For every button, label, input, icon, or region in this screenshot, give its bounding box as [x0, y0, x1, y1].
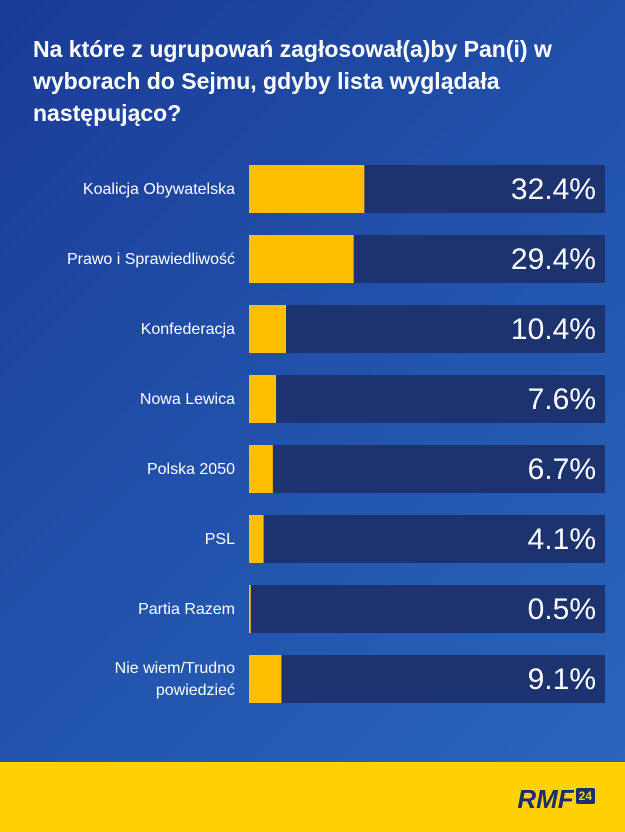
bar-row: Prawo i Sprawiedliwość 29.4%: [67, 235, 605, 283]
category-label: Polska 2050: [147, 461, 235, 478]
bar: [249, 235, 354, 283]
category-label-line: Nie wiem/Trudno: [115, 660, 235, 677]
bar-row: Koalicja Obywatelska 32.4%: [83, 165, 605, 213]
bar-row: Partia Razem 0.5%: [138, 585, 605, 633]
bar-row: Nie wiem/Trudno powiedzieć 9.1%: [115, 655, 605, 703]
bar-track: [249, 305, 605, 353]
bar-chart: Koalicja Obywatelska 32.4% Prawo i Sprawie…: [67, 165, 605, 703]
bar-track: [249, 655, 605, 703]
logo-text: RMF: [517, 784, 574, 814]
bar-track: [249, 515, 605, 563]
value-label: 10.4%: [511, 313, 596, 346]
rmf24-logo: RMF 24: [517, 784, 595, 815]
bar: [249, 375, 277, 423]
bar-row: PSL 4.1%: [205, 515, 605, 563]
category-label-line: Nowa Lewica: [140, 391, 235, 408]
bar: [249, 305, 287, 353]
category-label: Nie wiem/Trudno powiedzieć: [115, 660, 235, 699]
chart-title: Na które z ugrupowań zagłosował(a)by Pan…: [33, 36, 552, 126]
value-label: 32.4%: [511, 173, 596, 206]
category-label: Prawo i Sprawiedliwość: [67, 251, 235, 268]
bar: [249, 165, 365, 213]
bar: [249, 515, 264, 563]
category-label-line: PSL: [205, 531, 235, 548]
category-label-line: Prawo i Sprawiedliwość: [67, 251, 235, 268]
bar-row: Nowa Lewica 7.6%: [140, 375, 605, 423]
category-label-line: Polska 2050: [147, 461, 235, 478]
bar-row: Konfederacja 10.4%: [141, 305, 605, 353]
bar-row: Polska 2050 6.7%: [147, 445, 605, 493]
value-label: 0.5%: [528, 593, 596, 626]
bar: [249, 585, 251, 633]
value-label: 6.7%: [528, 453, 596, 486]
category-label: Konfederacja: [141, 321, 235, 338]
bar-track: [249, 445, 605, 493]
category-label-line: Konfederacja: [141, 321, 235, 338]
value-label: 7.6%: [528, 383, 596, 416]
footer-bar: RMF 24: [0, 762, 625, 832]
bar-track: [249, 375, 605, 423]
category-label-line: Partia Razem: [138, 601, 235, 618]
value-label: 9.1%: [528, 663, 596, 696]
category-label-line: powiedzieć: [156, 682, 235, 699]
category-label-line: Koalicja Obywatelska: [83, 181, 235, 198]
bar: [249, 445, 273, 493]
logo-badge: 24: [575, 787, 595, 804]
value-label: 29.4%: [511, 243, 596, 276]
category-label: PSL: [205, 531, 235, 548]
category-label: Koalicja Obywatelska: [83, 181, 235, 198]
category-label: Nowa Lewica: [140, 391, 235, 408]
bar-track: [249, 585, 605, 633]
category-label: Partia Razem: [138, 601, 235, 618]
value-label: 4.1%: [528, 523, 596, 556]
chart-panel: Na które z ugrupowań zagłosował(a)by Pan…: [0, 0, 625, 762]
bar: [249, 655, 282, 703]
